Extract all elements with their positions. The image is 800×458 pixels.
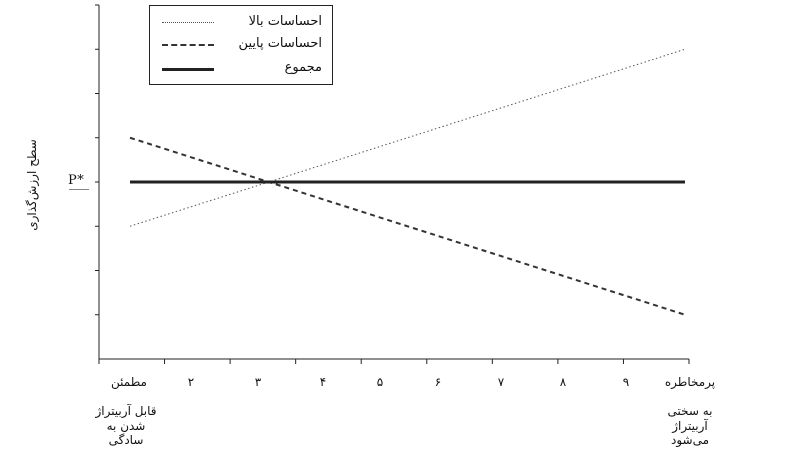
- legend-label-low: احساسات پایین: [238, 36, 322, 51]
- x-tick-label: ۶: [435, 375, 441, 389]
- x-tick-label: پرمخاطره: [665, 375, 715, 390]
- legend-swatch-dotted: [162, 22, 214, 23]
- x-tick-label: ۲: [188, 375, 194, 389]
- series-lines: [129, 48, 686, 316]
- legend-label-high: احساسات بالا: [248, 14, 322, 29]
- legend-swatch-dashed: [162, 44, 214, 46]
- legend-item-high: احساسات بالا: [150, 12, 332, 34]
- y-axis-label-container: سطح ارزش‌گذاری: [12, 130, 52, 240]
- x-tick-label: ۷: [498, 375, 505, 389]
- x-tick-label: ۹: [623, 375, 629, 389]
- p-star-label: P*: [68, 173, 85, 188]
- p-star-underline: [69, 189, 89, 190]
- x-tick-label: ۸: [560, 375, 567, 389]
- x-start-note: قابل آربیتراژ شدن به سادگی: [95, 404, 157, 447]
- legend-item-low: احساسات پایین: [150, 34, 332, 56]
- x-end-note: به سختی آربیتراژ می‌شود: [667, 404, 713, 447]
- y-axis-label: سطح ارزش‌گذاری: [25, 139, 39, 231]
- x-tick-label: مطمئن: [111, 375, 147, 390]
- legend-label-total: مجموع: [284, 60, 322, 75]
- x-tick-label: ۴: [320, 375, 326, 389]
- x-tick-label: ۳: [255, 375, 262, 389]
- legend-item-total: مجموع: [150, 58, 332, 80]
- series-line-0: [129, 48, 686, 227]
- legend: احساسات بالا احساسات پایین مجموع: [149, 5, 333, 85]
- axes: [95, 4, 690, 364]
- x-tick-labels: مطمئن ۲ ۳ ۴ ۵ ۶ ۷ ۸ ۹ پرمخاطره: [111, 375, 715, 390]
- series-line-1: [129, 136, 686, 316]
- x-tick-label: ۵: [377, 375, 383, 389]
- legend-swatch-solid: [162, 68, 214, 71]
